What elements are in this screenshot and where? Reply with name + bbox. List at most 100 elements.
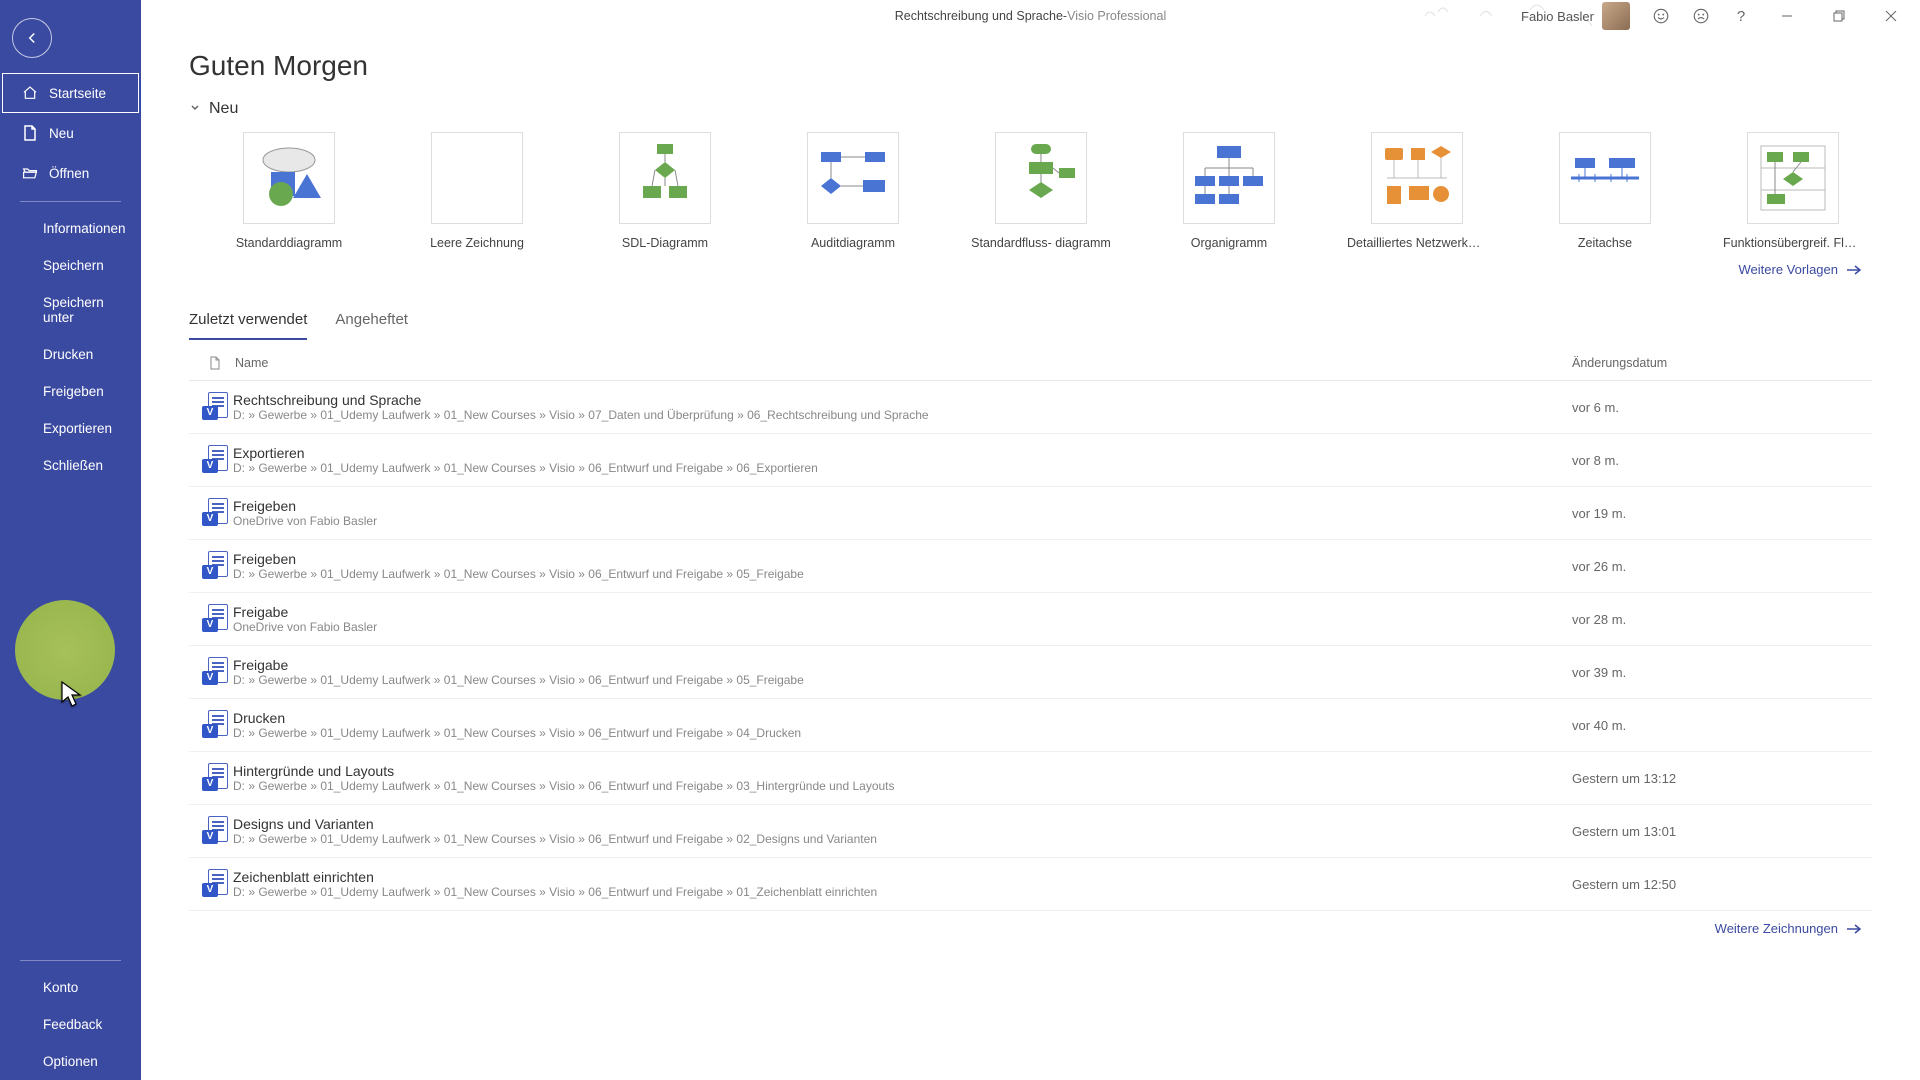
file-date: vor 39 m. xyxy=(1572,665,1872,680)
template-thumbnail xyxy=(243,132,335,224)
doc-header-icon xyxy=(201,356,229,370)
nav-schliessen[interactable]: Schließen xyxy=(0,447,141,484)
nav-speichern[interactable]: Speichern xyxy=(0,247,141,284)
file-row[interactable]: VDesigns und VariantenD: » Gewerbe » 01_… xyxy=(189,805,1872,858)
more-templates-label: Weitere Vorlagen xyxy=(1739,262,1839,277)
nav-neu[interactable]: Neu xyxy=(0,113,141,153)
template-netzwerk[interactable]: Detailliertes Netzwerkdiagra... xyxy=(1347,132,1487,250)
file-meta: FreigebenOneDrive von Fabio Basler xyxy=(233,498,1572,528)
new-icon xyxy=(21,124,39,142)
visio-doc-icon: V xyxy=(197,654,233,690)
file-path: D: » Gewerbe » 01_Udemy Laufwerk » 01_Ne… xyxy=(233,779,1572,793)
template-zeitachse[interactable]: Zeitachse xyxy=(1535,132,1675,250)
nav-drucken[interactable]: Drucken xyxy=(0,336,141,373)
main-area: Rechtschreibung und Sprache - Visio Prof… xyxy=(141,0,1920,1080)
greeting: Guten Morgen xyxy=(189,50,1872,82)
tab-recent[interactable]: Zuletzt verwendet xyxy=(189,305,307,340)
file-path: D: » Gewerbe » 01_Udemy Laufwerk » 01_Ne… xyxy=(233,832,1572,846)
file-row[interactable]: VHintergründe und LayoutsD: » Gewerbe » … xyxy=(189,752,1872,805)
file-row[interactable]: VFreigabeD: » Gewerbe » 01_Udemy Laufwer… xyxy=(189,646,1872,699)
col-date[interactable]: Änderungsdatum xyxy=(1572,356,1872,370)
visio-doc-icon: V xyxy=(197,760,233,796)
template-sdl[interactable]: SDL-Diagramm xyxy=(595,132,735,250)
restore-button[interactable] xyxy=(1816,0,1862,32)
nav-informationen[interactable]: Informationen xyxy=(0,210,141,247)
nav-konto[interactable]: Konto xyxy=(0,969,141,1006)
template-label: Auditdiagramm xyxy=(811,236,895,250)
template-label: SDL-Diagramm xyxy=(622,236,708,250)
template-standardfluss[interactable]: Standardfluss- diagramm xyxy=(971,132,1111,250)
minimize-button[interactable] xyxy=(1764,0,1810,32)
nav-exportieren[interactable]: Exportieren xyxy=(0,410,141,447)
template-label: Zeitachse xyxy=(1578,236,1632,250)
template-thumbnail xyxy=(1371,132,1463,224)
visio-doc-icon: V xyxy=(197,495,233,531)
open-icon xyxy=(21,164,39,182)
visio-doc-icon: V xyxy=(197,442,233,478)
template-organigramm[interactable]: Organigramm xyxy=(1159,132,1299,250)
document-title: Rechtschreibung und Sprache xyxy=(895,9,1063,23)
template-thumbnail xyxy=(431,132,523,224)
file-name: Freigabe xyxy=(233,604,1572,620)
nav-startseite[interactable]: Startseite xyxy=(2,73,139,113)
file-name: Rechtschreibung und Sprache xyxy=(233,392,1572,408)
file-row[interactable]: VDruckenD: » Gewerbe » 01_Udemy Laufwerk… xyxy=(189,699,1872,752)
avatar[interactable] xyxy=(1602,2,1630,30)
file-name: Freigabe xyxy=(233,657,1572,673)
template-thumbnail xyxy=(807,132,899,224)
frown-feedback-button[interactable] xyxy=(1684,0,1718,32)
template-standarddiagramm[interactable]: Standarddiagramm xyxy=(219,132,359,250)
template-thumbnail xyxy=(1559,132,1651,224)
template-thumbnail xyxy=(619,132,711,224)
titlebar: Rechtschreibung und Sprache - Visio Prof… xyxy=(141,0,1920,32)
close-button[interactable] xyxy=(1868,0,1914,32)
file-date: vor 6 m. xyxy=(1572,400,1872,415)
file-meta: FreigebenD: » Gewerbe » 01_Udemy Laufwer… xyxy=(233,551,1572,581)
nav-optionen[interactable]: Optionen xyxy=(0,1043,141,1080)
tab-pinned[interactable]: Angeheftet xyxy=(335,305,408,340)
template-label: Standardfluss- diagramm xyxy=(971,236,1111,250)
file-row[interactable]: VFreigabeOneDrive von Fabio Baslervor 28… xyxy=(189,593,1872,646)
file-row[interactable]: VFreigebenOneDrive von Fabio Baslervor 1… xyxy=(189,487,1872,540)
file-meta: DruckenD: » Gewerbe » 01_Udemy Laufwerk … xyxy=(233,710,1572,740)
file-meta: Designs und VariantenD: » Gewerbe » 01_U… xyxy=(233,816,1572,846)
visio-doc-icon: V xyxy=(197,601,233,637)
col-name[interactable]: Name xyxy=(229,356,1572,370)
nav-oeffnen[interactable]: Öffnen xyxy=(0,153,141,193)
arrow-right-icon xyxy=(1846,264,1862,276)
template-thumbnail xyxy=(1183,132,1275,224)
file-row[interactable]: VExportierenD: » Gewerbe » 01_Udemy Lauf… xyxy=(189,434,1872,487)
template-crossfunc[interactable]: Funktionsübergreif. Flussdia... xyxy=(1723,132,1863,250)
user-name[interactable]: Fabio Basler xyxy=(1521,9,1594,24)
file-date: vor 28 m. xyxy=(1572,612,1872,627)
nav-label: Öffnen xyxy=(49,166,89,181)
file-name: Freigeben xyxy=(233,498,1572,514)
nav-feedback[interactable]: Feedback xyxy=(0,1006,141,1043)
visio-doc-icon: V xyxy=(197,707,233,743)
file-path: OneDrive von Fabio Basler xyxy=(233,620,1572,634)
template-label: Funktionsübergreif. Flussdia... xyxy=(1723,236,1863,250)
nav-freigeben[interactable]: Freigeben xyxy=(0,373,141,410)
nav-speichern-unter[interactable]: Speichern unter xyxy=(0,284,141,336)
file-row[interactable]: VRechtschreibung und SpracheD: » Gewerbe… xyxy=(189,381,1872,434)
section-new-toggle[interactable]: Neu xyxy=(189,100,1872,118)
smile-feedback-button[interactable] xyxy=(1644,0,1678,32)
file-path: D: » Gewerbe » 01_Udemy Laufwerk » 01_Ne… xyxy=(233,726,1572,740)
more-templates-link[interactable]: Weitere Vorlagen xyxy=(189,262,1862,277)
file-row[interactable]: VZeichenblatt einrichtenD: » Gewerbe » 0… xyxy=(189,858,1872,911)
arrow-left-icon xyxy=(23,29,41,47)
file-path: D: » Gewerbe » 01_Udemy Laufwerk » 01_Ne… xyxy=(233,673,1572,687)
template-label: Leere Zeichnung xyxy=(430,236,524,250)
file-row[interactable]: VFreigebenD: » Gewerbe » 01_Udemy Laufwe… xyxy=(189,540,1872,593)
back-button[interactable] xyxy=(12,18,52,58)
template-leere[interactable]: Leere Zeichnung xyxy=(407,132,547,250)
template-audit[interactable]: Auditdiagramm xyxy=(783,132,923,250)
file-name: Freigeben xyxy=(233,551,1572,567)
file-path: OneDrive von Fabio Basler xyxy=(233,514,1572,528)
file-meta: FreigabeOneDrive von Fabio Basler xyxy=(233,604,1572,634)
help-button[interactable]: ? xyxy=(1724,0,1758,32)
nav-divider xyxy=(20,960,121,961)
file-name: Designs und Varianten xyxy=(233,816,1572,832)
visio-doc-icon: V xyxy=(197,389,233,425)
more-drawings-link[interactable]: Weitere Zeichnungen xyxy=(189,921,1862,936)
